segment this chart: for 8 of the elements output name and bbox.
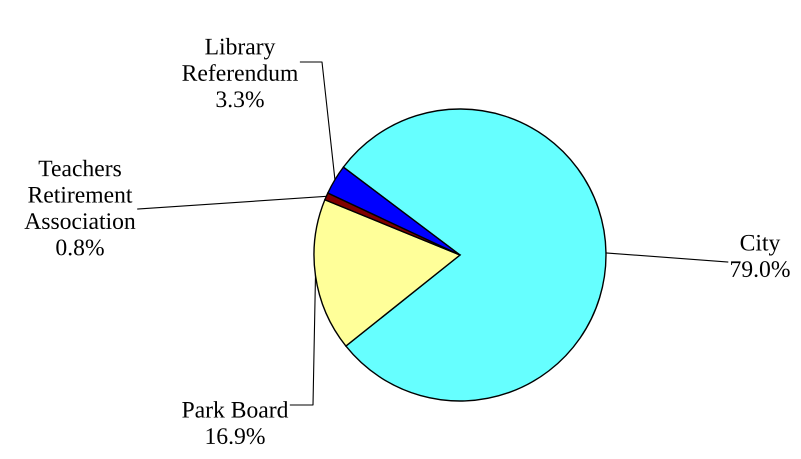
slice-label: Park Board	[182, 401, 288, 418]
data-label: 3.3%	[216, 91, 264, 108]
slice-label: Library Referendum	[182, 38, 298, 81]
data-label: 79.0%	[731, 261, 790, 278]
slice-label: City	[740, 234, 780, 256]
data-label: 16.9%	[206, 428, 265, 444]
slice-label: Teachers Retirement Association	[24, 160, 136, 230]
data-label: 0.8%	[56, 239, 104, 256]
